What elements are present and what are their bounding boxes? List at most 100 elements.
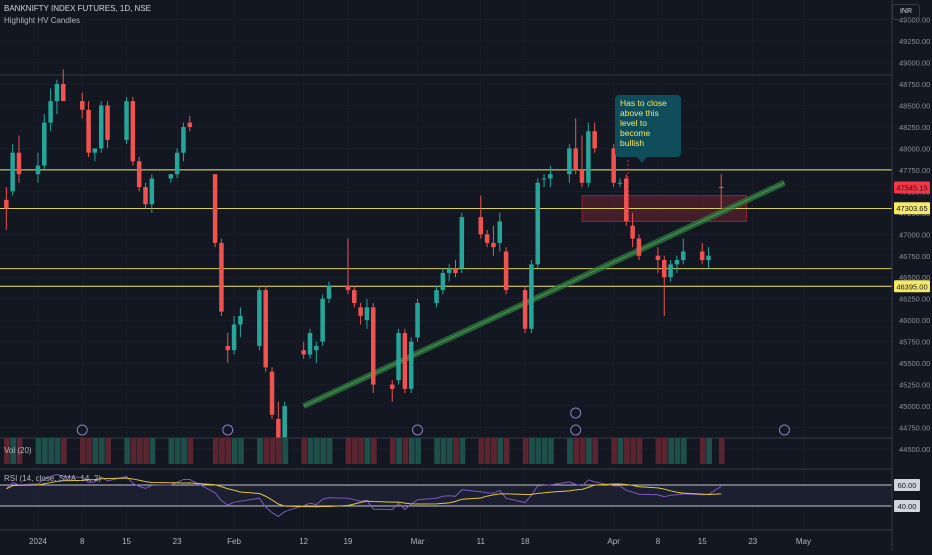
candle-body (402, 333, 408, 389)
candle-body (718, 187, 724, 189)
candle-body (535, 182, 540, 265)
candle-body (48, 101, 53, 123)
annotation-note[interactable]: Has to close above this level to become … (615, 95, 681, 157)
candle-body (42, 122, 47, 166)
y-tick-label: 46750.00 (899, 252, 930, 261)
candle-body (389, 384, 395, 389)
candle-body (276, 418, 281, 449)
volume-bar (174, 438, 181, 464)
volume-label[interactable]: Vol (20) (4, 446, 32, 455)
candle-body (282, 406, 287, 449)
volume-bar (706, 438, 712, 464)
candle-body (61, 84, 66, 102)
candle-body (484, 234, 490, 243)
y-tick-label: 48000.00 (899, 144, 930, 153)
volume-bar (326, 438, 333, 464)
rsi-label[interactable]: RSI (14, close, SMA, 14, 2) (4, 474, 101, 483)
y-tick-label: 48750.00 (899, 80, 930, 89)
volume-bar (98, 438, 105, 464)
candle-body (358, 307, 363, 316)
candle-body (408, 341, 414, 389)
candle-body (579, 169, 585, 183)
volume-bar (168, 438, 175, 464)
candle-body (459, 217, 465, 269)
candle-body (4, 199, 9, 209)
volume-bar (269, 438, 276, 464)
volume-bar (592, 438, 599, 464)
candle-body (655, 255, 661, 261)
y-tick-label: 46500.00 (899, 273, 930, 282)
candle-body (478, 217, 484, 235)
candle-body (630, 225, 635, 239)
event-icon (570, 424, 582, 436)
x-tick-label: 23 (748, 537, 757, 546)
volume-bar (636, 438, 643, 464)
candle-body (617, 182, 623, 184)
volume-bar (181, 438, 187, 464)
volume-bar (680, 438, 687, 464)
volume-bar (674, 438, 681, 464)
symbol-title[interactable]: BANKNIFTY INDEX FUTURES, 1D, NSE (4, 4, 151, 13)
volume-bar (630, 438, 637, 464)
candle-body (662, 260, 667, 278)
indicator-label[interactable]: Highlight HV Candles (4, 16, 81, 25)
volume-bar (257, 438, 263, 464)
volume-bar (301, 438, 308, 464)
y-tick-label: 44500.00 (899, 445, 930, 454)
candle-body (320, 298, 325, 342)
volume-bar (238, 438, 244, 464)
x-tick-label: Mar (411, 537, 425, 546)
rsi-level-label-bg (894, 479, 920, 491)
x-tick-label: 15 (122, 537, 131, 546)
volume-bar (105, 438, 111, 464)
candle-body (86, 109, 91, 153)
x-tick-label: Apr (607, 537, 620, 546)
candle-body (326, 285, 332, 299)
candle-body (231, 324, 237, 351)
candle-body (573, 148, 578, 170)
candle-body (364, 307, 370, 321)
volume-bar (699, 438, 706, 464)
candle-body (225, 345, 230, 351)
volume-bar (415, 438, 421, 464)
volume-bar (10, 438, 17, 464)
candle-body (586, 131, 591, 183)
volume-bar (130, 438, 137, 464)
candle-body (345, 285, 351, 291)
volume-bar (225, 438, 232, 464)
candle-body (130, 101, 136, 162)
candle-body (522, 290, 528, 329)
event-icon (570, 407, 582, 419)
y-tick-label: 45250.00 (899, 381, 930, 390)
y-tick-label: 49000.00 (899, 59, 930, 68)
y-tick-label: 49500.00 (899, 16, 930, 25)
volume-bar (231, 438, 238, 464)
volume-bar (282, 438, 289, 464)
volume-bar (48, 438, 55, 464)
price-label-bg (894, 202, 930, 215)
candle-body (174, 152, 180, 175)
event-icon (778, 424, 790, 436)
volume-bar (35, 438, 42, 464)
candle-body (168, 174, 174, 179)
volume-bar (446, 438, 453, 464)
trendline-edge (303, 182, 785, 407)
volume-bar (42, 438, 48, 464)
x-tick-label: 23 (173, 537, 182, 546)
volume-bar (143, 438, 149, 464)
candle-body (143, 187, 148, 205)
volume-bar (434, 438, 440, 464)
candle-body (136, 161, 142, 188)
volume-bar (149, 438, 156, 464)
volume-bar (655, 438, 662, 464)
currency-badge[interactable]: INR (892, 4, 920, 20)
volume-bar (276, 438, 282, 464)
volume-bar (459, 438, 466, 464)
y-tick-label: 45750.00 (899, 338, 930, 347)
volume-bar (718, 438, 725, 464)
candle-body (79, 101, 85, 110)
y-tick-label: 47750.00 (899, 166, 930, 175)
